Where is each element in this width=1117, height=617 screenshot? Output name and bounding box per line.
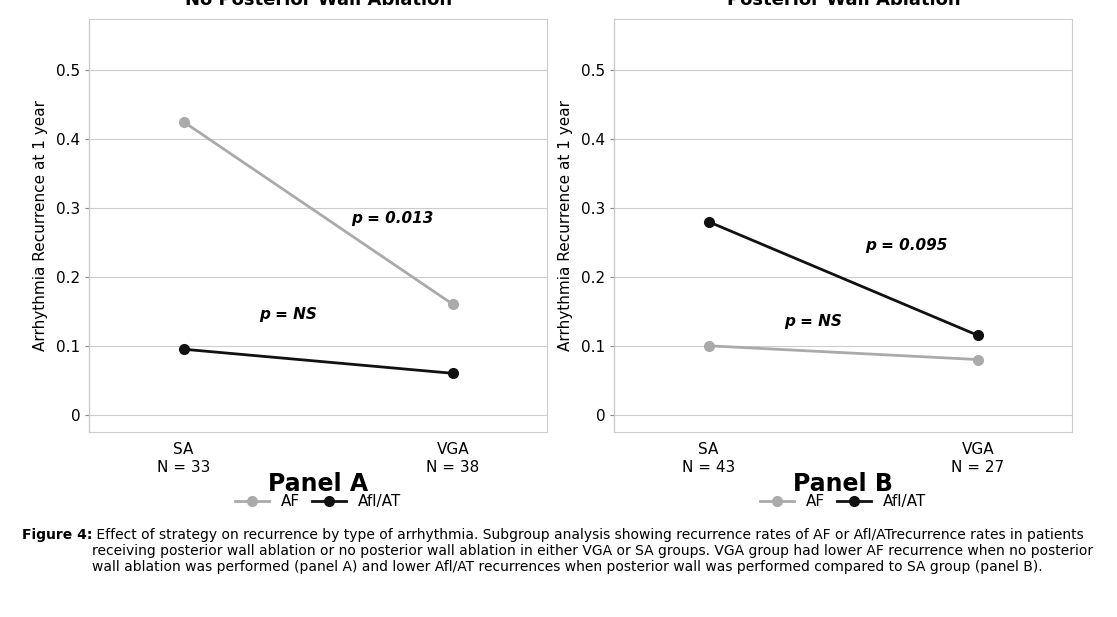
Text: p = 0.013: p = 0.013 [351,211,433,226]
Text: Figure 4:: Figure 4: [22,528,93,542]
Text: p = NS: p = NS [259,307,317,322]
Text: Panel A: Panel A [268,473,369,496]
Text: Panel B: Panel B [793,473,894,496]
Text: p = 0.095: p = 0.095 [865,238,947,254]
Title: Posterior Wall Ablation: Posterior Wall Ablation [726,0,961,9]
Text: p = NS: p = NS [784,314,842,329]
Text: Effect of strategy on recurrence by type of arrhythmia. Subgroup analysis showin: Effect of strategy on recurrence by type… [92,528,1094,574]
Legend: AF, Afl/AT: AF, Afl/AT [229,488,408,515]
Y-axis label: Arrhythmia Recurrence at 1 year: Arrhythmia Recurrence at 1 year [32,100,48,350]
Legend: AF, Afl/AT: AF, Afl/AT [754,488,933,515]
Title: No Posterior Wall Ablation: No Posterior Wall Ablation [184,0,452,9]
Y-axis label: Arrhythmia Recurrence at 1 year: Arrhythmia Recurrence at 1 year [557,100,573,350]
